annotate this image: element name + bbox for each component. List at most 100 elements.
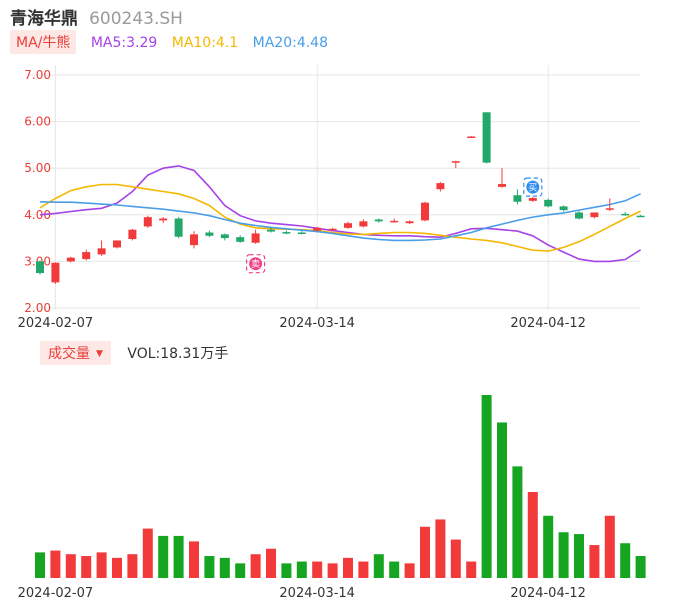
buy-signal-icon: 买 xyxy=(523,177,543,197)
candle-body xyxy=(467,136,476,139)
candle-body xyxy=(251,233,260,243)
volume-bar xyxy=(127,554,138,578)
candle-body xyxy=(190,234,198,246)
volume-bar xyxy=(558,532,569,578)
volume-bar xyxy=(173,535,184,578)
volume-bar xyxy=(266,548,276,578)
candle xyxy=(344,221,352,229)
date-tick-label: 2024-03-14 xyxy=(279,586,355,601)
candle-body xyxy=(636,215,645,218)
volume-bar xyxy=(635,556,646,578)
marker-frame xyxy=(523,177,543,197)
dropdown-arrow-icon: ▼ xyxy=(96,349,103,359)
price-date-axis: 2024-02-07 2024-03-14 2024-04-12 xyxy=(18,316,586,331)
candle xyxy=(467,136,476,139)
volume-bar xyxy=(35,552,45,578)
volume-bar xyxy=(219,557,230,578)
volume-bar xyxy=(50,550,61,578)
volume-bar xyxy=(389,561,400,578)
candle xyxy=(113,240,121,249)
volume-bar xyxy=(142,528,153,578)
candle xyxy=(313,226,322,232)
volume-bar xyxy=(112,557,122,578)
candle-body xyxy=(36,261,44,274)
volume-bar xyxy=(281,563,292,578)
ma20-line xyxy=(39,193,641,242)
volume-bar xyxy=(204,556,215,578)
volume-bar xyxy=(527,491,538,578)
candle xyxy=(390,218,399,223)
ma-indicator-selector[interactable]: MA/牛熊 xyxy=(10,30,77,54)
candle xyxy=(97,240,106,256)
volume-bar xyxy=(466,561,477,578)
volume-tag-label: 成交量 xyxy=(48,346,90,362)
candle-body xyxy=(82,252,91,260)
marker-symbol: 买 xyxy=(528,183,537,194)
volume-bar xyxy=(343,557,353,578)
candle-body xyxy=(97,248,106,255)
date-tick-label: 2024-04-12 xyxy=(510,316,586,331)
volume-bar xyxy=(543,515,554,578)
candle xyxy=(66,256,75,263)
candle-body xyxy=(359,221,368,227)
candle-body xyxy=(421,202,429,221)
candle xyxy=(205,230,214,238)
candle-body xyxy=(559,206,568,211)
marker-symbol: 卖 xyxy=(251,259,260,270)
candle-body xyxy=(51,262,60,283)
volume-date-axis: 2024-02-07 2024-03-14 2024-04-12 xyxy=(18,586,586,601)
volume-bar xyxy=(250,554,261,578)
price-tick-label: 6.00 xyxy=(24,115,51,129)
volume-bar xyxy=(358,561,369,578)
candle xyxy=(282,230,291,235)
candle xyxy=(143,215,152,228)
candle-body xyxy=(513,195,522,202)
volume-bar xyxy=(327,563,338,578)
stock-name: 青海华鼎 xyxy=(10,9,78,29)
candle xyxy=(451,160,460,169)
volume-bar xyxy=(435,519,446,578)
candle-body xyxy=(174,218,183,237)
candle xyxy=(220,233,229,241)
candle-body xyxy=(236,237,245,242)
candle xyxy=(374,218,383,223)
candle xyxy=(528,197,537,202)
volume-bar xyxy=(620,543,631,578)
ma-legend: MA/牛熊 MA5:3.29 MA10:4.1 MA20:4.48 xyxy=(10,30,328,54)
date-tick-label: 2024-04-12 xyxy=(510,586,586,601)
candle xyxy=(359,219,368,228)
candle xyxy=(236,235,245,243)
date-tick-label: 2024-02-07 xyxy=(18,586,94,601)
volume-indicator-selector[interactable]: 成交量 ▼ xyxy=(40,341,111,365)
candle-body xyxy=(405,221,414,224)
volume-bar xyxy=(420,526,430,578)
price-tick-label: 5.00 xyxy=(24,161,51,175)
candle xyxy=(636,214,645,218)
candle xyxy=(621,212,630,216)
candle-body xyxy=(528,198,537,201)
volume-bar xyxy=(96,552,107,578)
candles xyxy=(36,112,645,284)
candle-body xyxy=(282,232,291,234)
candle-body xyxy=(159,218,168,221)
volume-bar xyxy=(404,563,415,578)
candle-body xyxy=(621,213,630,216)
sell-signal-icon: 卖 xyxy=(246,254,266,274)
candle-body xyxy=(313,227,322,231)
candle xyxy=(513,189,522,205)
volume-value: VOL:18.31万手 xyxy=(127,346,229,362)
candle-body xyxy=(374,219,383,222)
candle-body xyxy=(113,240,121,248)
candle xyxy=(482,112,491,164)
signal-markers: 卖买 xyxy=(246,177,543,274)
candle xyxy=(498,168,506,188)
volume-bar xyxy=(65,554,76,578)
candle xyxy=(605,198,614,212)
candle xyxy=(267,227,275,233)
candle xyxy=(328,227,337,231)
volume-bar xyxy=(589,545,600,578)
candle-body xyxy=(297,232,306,235)
ma5-legend: MA5:3.29 xyxy=(90,35,158,51)
candle-body xyxy=(220,234,229,239)
